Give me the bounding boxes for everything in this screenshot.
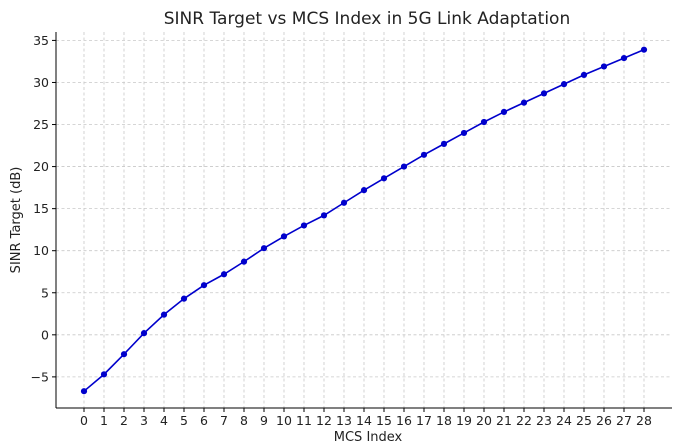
- x-tick-label: 17: [416, 413, 432, 428]
- data-point: [320, 212, 328, 219]
- y-tick-label: 10: [33, 243, 49, 258]
- data-point: [220, 271, 228, 278]
- x-tick-label: 26: [596, 413, 612, 428]
- chart-title: SINR Target vs MCS Index in 5G Link Adap…: [164, 9, 570, 29]
- y-axis-label: SINR Target (dB): [9, 167, 24, 274]
- data-point: [200, 282, 208, 289]
- x-tick-label: 5: [180, 413, 188, 428]
- x-axis-label: MCS Index: [334, 430, 403, 445]
- x-tick-label: 0: [80, 413, 88, 428]
- x-tick-label: 24: [556, 413, 572, 428]
- data-point: [500, 108, 508, 116]
- data-point: [520, 99, 528, 106]
- data-series: [80, 46, 648, 395]
- data-point: [560, 81, 568, 88]
- y-tick-label: 15: [33, 201, 49, 216]
- data-point: [260, 245, 268, 252]
- x-tick-label: 4: [160, 413, 168, 428]
- data-point: [360, 187, 368, 194]
- x-tick-label: 18: [436, 413, 452, 428]
- x-tick-label: 8: [240, 413, 248, 428]
- grid: [56, 32, 672, 408]
- x-tick-label: 21: [496, 413, 512, 428]
- x-tick-label: 7: [220, 413, 228, 428]
- data-point: [180, 295, 188, 302]
- x-tick-label: 15: [376, 413, 392, 428]
- x-tick-label: 9: [260, 413, 268, 428]
- data-point: [280, 233, 288, 240]
- data-point: [480, 118, 488, 126]
- x-tick-label: 11: [296, 413, 312, 428]
- x-tick-label: 23: [536, 413, 552, 428]
- x-tick-label: 14: [356, 413, 372, 428]
- x-tick-label: 27: [616, 413, 632, 428]
- data-point: [300, 222, 308, 229]
- data-point: [380, 175, 388, 182]
- data-point: [400, 163, 408, 170]
- data-point: [620, 54, 628, 62]
- x-tick-label: 6: [200, 413, 208, 428]
- x-tick-label: 1: [100, 413, 108, 428]
- x-tick-label: 25: [576, 413, 592, 428]
- x-tick-label: 28: [636, 413, 652, 428]
- data-point: [460, 129, 468, 137]
- x-tick-label: 19: [456, 413, 472, 428]
- x-tick-label: 22: [516, 413, 532, 428]
- data-point: [600, 63, 608, 70]
- data-point: [440, 140, 448, 147]
- x-tick-label: 12: [316, 413, 332, 428]
- data-point: [420, 151, 428, 158]
- x-tick-label: 2: [120, 413, 128, 428]
- y-tick-label: 25: [33, 117, 49, 132]
- data-point: [580, 71, 588, 78]
- data-point: [160, 311, 168, 318]
- y-tick-label: 35: [33, 33, 49, 48]
- x-tick-label: 16: [396, 413, 412, 428]
- data-point: [80, 388, 88, 395]
- data-point: [240, 258, 248, 265]
- x-tick-label: 10: [276, 413, 292, 428]
- data-point: [100, 371, 108, 378]
- data-point: [120, 351, 128, 358]
- y-tick-label: −5: [31, 369, 49, 384]
- y-tick-label: 20: [33, 159, 49, 174]
- data-point: [540, 90, 548, 97]
- x-tick-label: 3: [140, 413, 148, 428]
- y-tick-label: 5: [41, 285, 49, 300]
- y-tick-label: 0: [41, 327, 49, 342]
- x-tick-label: 20: [476, 413, 492, 428]
- y-tick-label: 30: [33, 75, 49, 90]
- axes: 0 1 2 3 4 5 6 7 8 9 10 11 12 13 14 15 16 17 18 19 20 21 22 23 24…: [31, 32, 672, 428]
- x-tick-label: 13: [336, 413, 352, 428]
- data-point: [140, 330, 148, 337]
- data-point: [340, 199, 348, 206]
- data-point: [640, 46, 648, 53]
